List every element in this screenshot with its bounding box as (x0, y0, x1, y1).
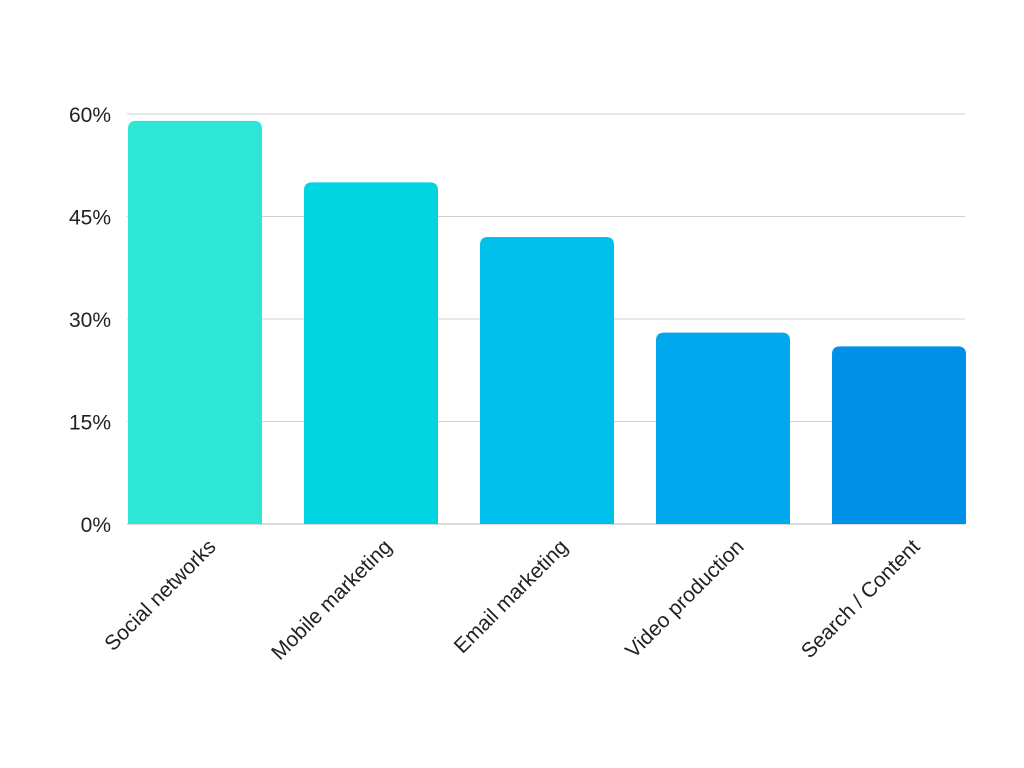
x-category-label: Video production (621, 535, 748, 662)
y-tick-label: 45% (69, 207, 111, 230)
y-tick-label: 0% (81, 514, 111, 537)
bar-search-content (832, 346, 966, 524)
bar-video-production (656, 332, 790, 524)
y-axis-ticks: 0% 15% 30% 45% 60% (69, 104, 111, 537)
y-tick-label: 60% (69, 104, 111, 127)
bar-mobile-marketing (304, 182, 438, 525)
y-tick-label: 30% (69, 309, 111, 332)
bar-email-marketing (480, 237, 614, 524)
x-axis-categories: Social networks Mobile marketing Email mar… (100, 535, 924, 664)
y-tick-label: 15% (69, 412, 111, 435)
x-category-label: Email marketing (450, 535, 573, 658)
x-category-label: Search / Content (797, 535, 925, 663)
bar-social-networks (128, 120, 262, 524)
x-category-label: Social networks (100, 535, 220, 655)
bars (128, 120, 966, 525)
x-category-label: Mobile marketing (267, 535, 396, 664)
